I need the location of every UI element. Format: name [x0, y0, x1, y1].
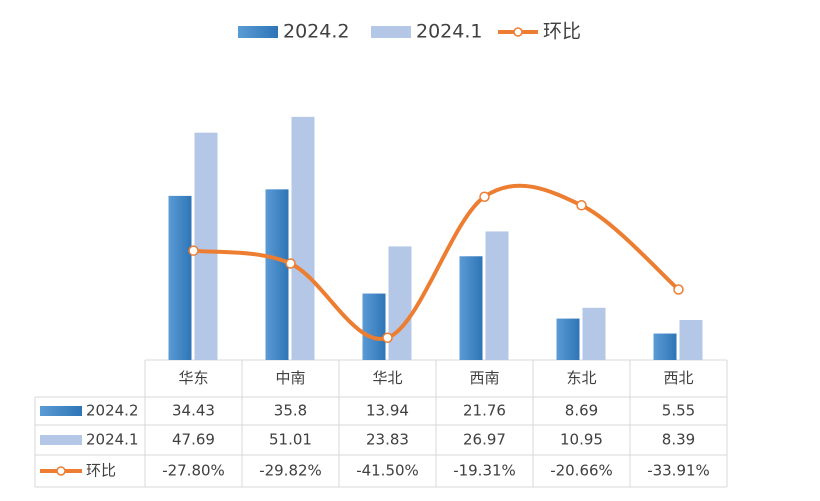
legend-key: [238, 26, 278, 38]
line-marker: [673, 284, 684, 295]
bar: [388, 246, 412, 360]
table-cell: -33.91%: [647, 462, 710, 480]
bar: [653, 333, 677, 360]
table-header: 西北: [663, 369, 693, 387]
table-cell: 34.43: [172, 402, 215, 420]
table-cell: 21.76: [463, 402, 506, 420]
table-header: 西南: [469, 369, 499, 387]
bar: [168, 195, 192, 360]
table-cell: 10.95: [560, 431, 603, 449]
legend-key: [40, 435, 82, 445]
table-row-label: 2024.1: [86, 431, 139, 449]
table-header: 中南: [275, 369, 305, 387]
table-header: 华东: [178, 369, 208, 387]
line-marker: [382, 332, 393, 344]
bar: [291, 116, 315, 361]
legend-key: [371, 26, 411, 38]
legend-label: 环比: [543, 21, 581, 43]
table-cell: -20.66%: [550, 462, 613, 480]
legend-key: [513, 27, 523, 37]
bar: [582, 307, 606, 360]
line-marker: [479, 191, 490, 202]
legend: 2024.2 2024.1 环比: [283, 21, 581, 43]
table-cell: 51.01: [269, 431, 312, 449]
table-cell: -29.82%: [259, 462, 322, 480]
table-cell: 8.69: [565, 402, 598, 420]
bar: [194, 132, 218, 360]
table-cell: 26.97: [463, 431, 506, 449]
bar: [459, 256, 483, 360]
table-cell: 23.83: [366, 431, 409, 449]
legend-key: [56, 466, 66, 476]
legend-label: 2024.2: [283, 21, 349, 43]
bar: [485, 231, 509, 360]
bar: [556, 318, 580, 360]
table-cell: 5.55: [662, 402, 695, 420]
table-cell: -27.80%: [162, 462, 225, 480]
table-cell: 13.94: [366, 402, 409, 420]
bar: [265, 189, 289, 360]
table-cell: 35.8: [274, 402, 307, 420]
legend-label: 2024.1: [416, 21, 482, 43]
table-header: 东北: [566, 369, 596, 387]
table-header: 华北: [372, 369, 402, 387]
table-cell: -19.31%: [453, 462, 516, 480]
bar: [362, 293, 386, 360]
table-row-label: 环比: [86, 462, 116, 480]
line-marker: [576, 200, 587, 211]
table-cell: 8.39: [662, 431, 695, 449]
table-row-label: 2024.2: [86, 402, 139, 420]
table-cell: -41.50%: [356, 462, 419, 480]
bar: [679, 320, 703, 360]
table-cell: 47.69: [172, 431, 215, 449]
line-marker: [285, 258, 296, 269]
line-marker: [188, 245, 199, 256]
legend-key: [40, 406, 82, 416]
